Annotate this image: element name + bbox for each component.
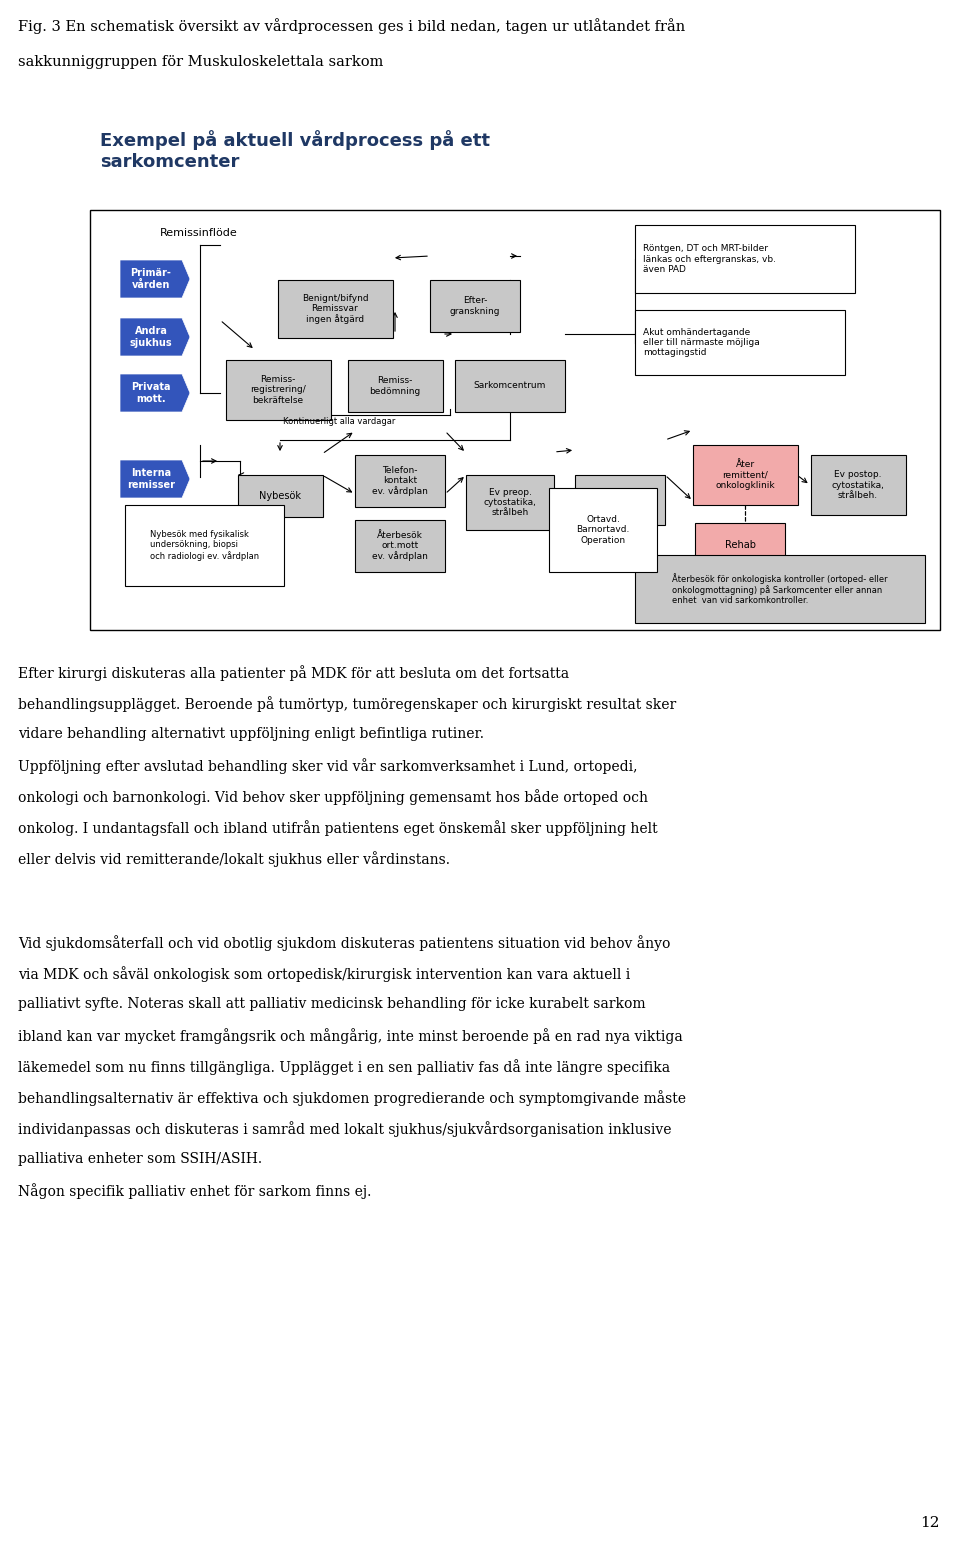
Text: 12: 12 bbox=[921, 1517, 940, 1531]
Text: palliativa enheter som SSIH/ASIH.: palliativa enheter som SSIH/ASIH. bbox=[18, 1153, 262, 1167]
Bar bbox=[348, 360, 443, 412]
Bar bbox=[635, 225, 855, 293]
Text: Efter-
granskning: Efter- granskning bbox=[449, 296, 500, 316]
Bar bbox=[810, 455, 905, 515]
Text: Återbesök
ort.mott
ev. vårdplan: Återbesök ort.mott ev. vårdplan bbox=[372, 531, 428, 562]
Text: Akut omhändertagande
eller till närmaste möjliga
mottagingstid: Akut omhändertagande eller till närmaste… bbox=[643, 327, 759, 358]
Polygon shape bbox=[120, 318, 190, 356]
Text: Återbesök för onkologiska kontroller (ortoped- eller
onkologmottagning) på Sarko: Återbesök för onkologiska kontroller (or… bbox=[672, 572, 888, 605]
Text: onkolog. I undantagsfall och ibland utifrån patientens eget önskemål sker uppföl: onkolog. I undantagsfall och ibland utif… bbox=[18, 819, 658, 836]
Text: Telefon-
kontakt
ev. vårdplan: Telefon- kontakt ev. vårdplan bbox=[372, 466, 428, 497]
Bar bbox=[277, 279, 393, 338]
Text: Efter kirurgi diskuteras alla patienter på MDK för att besluta om det fortsatta: Efter kirurgi diskuteras alla patienter … bbox=[18, 665, 569, 680]
Bar bbox=[355, 520, 445, 572]
Bar bbox=[466, 475, 554, 529]
Text: Uppföljning efter avslutad behandling sker vid vår sarkomverksamhet i Lund, orto: Uppföljning efter avslutad behandling sk… bbox=[18, 758, 637, 775]
Text: Rehab: Rehab bbox=[725, 540, 756, 551]
Text: eller delvis vid remitterande/lokalt sjukhus eller vårdinstans.: eller delvis vid remitterande/lokalt sju… bbox=[18, 852, 450, 867]
Bar bbox=[692, 444, 798, 505]
Text: Inläggning
för operation: Inläggning för operation bbox=[590, 491, 650, 509]
Text: Remissinflöde: Remissinflöde bbox=[160, 228, 238, 238]
Bar bbox=[226, 360, 330, 420]
Text: behandlingsupplägget. Beroende på tumörtyp, tumöregenskaper och kirurgiskt resul: behandlingsupplägget. Beroende på tumört… bbox=[18, 696, 676, 711]
Text: Nybesök: Nybesök bbox=[259, 491, 301, 501]
Text: onkologi och barnonkologi. Vid behov sker uppföljning gemensamt hos både ortoped: onkologi och barnonkologi. Vid behov ske… bbox=[18, 788, 648, 805]
Bar bbox=[695, 523, 785, 568]
Text: Vid sjukdomsåterfall och vid obotlig sjukdom diskuteras patientens situation vid: Vid sjukdomsåterfall och vid obotlig sju… bbox=[18, 935, 670, 950]
Polygon shape bbox=[120, 460, 190, 498]
Bar bbox=[575, 475, 665, 525]
Text: Någon specifik palliativ enhet för sarkom finns ej.: Någon specifik palliativ enhet för sarko… bbox=[18, 1183, 372, 1199]
Text: Andra
sjukhus: Andra sjukhus bbox=[130, 326, 172, 347]
Text: Benignt/bifynd
Remissvar
ingen åtgärd: Benignt/bifynd Remissvar ingen åtgärd bbox=[301, 293, 369, 324]
Bar bbox=[237, 475, 323, 517]
Text: Interna
remisser: Interna remisser bbox=[127, 468, 175, 489]
Bar bbox=[430, 279, 520, 332]
Text: palliativt syfte. Noteras skall att palliativ medicinsk behandling för icke kura: palliativt syfte. Noteras skall att pall… bbox=[18, 997, 646, 1011]
Text: Ev preop.
cytostatika,
strålbeh: Ev preop. cytostatika, strålbeh bbox=[484, 488, 537, 517]
Text: via MDK och såväl onkologisk som ortopedisk/kirurgisk intervention kan vara aktu: via MDK och såväl onkologisk som ortoped… bbox=[18, 966, 631, 981]
Bar bbox=[355, 455, 445, 508]
Bar bbox=[455, 360, 565, 412]
Text: Exempel på aktuell vårdprocess på ett
sarkomcenter: Exempel på aktuell vårdprocess på ett sa… bbox=[100, 130, 490, 171]
Bar bbox=[635, 555, 925, 623]
Text: Åter
remittent/
onkologklinik: Åter remittent/ onkologklinik bbox=[715, 460, 775, 489]
Text: Röntgen, DT och MRT-bilder
länkas och eftergranskas, vb.
även PAD: Röntgen, DT och MRT-bilder länkas och ef… bbox=[643, 244, 776, 275]
Text: Remiss-
registrering/
bekräftelse: Remiss- registrering/ bekräftelse bbox=[251, 375, 306, 404]
Bar bbox=[635, 310, 845, 375]
Bar bbox=[90, 210, 940, 630]
Text: Ortavd.
Barnortavd.
Operation: Ortavd. Barnortavd. Operation bbox=[576, 515, 630, 545]
Text: ibland kan var mycket framgångsrik och mångårig, inte minst beroende på en rad n: ibland kan var mycket framgångsrik och m… bbox=[18, 1028, 683, 1045]
Text: vidare behandling alternativt uppföljning enligt befintliga rutiner.: vidare behandling alternativt uppföljnin… bbox=[18, 727, 484, 741]
Text: individanpassas och diskuteras i samråd med lokalt sjukhus/sjukvårdsorganisation: individanpassas och diskuteras i samråd … bbox=[18, 1122, 671, 1137]
Polygon shape bbox=[120, 261, 190, 298]
Text: Remiss-
bedömning: Remiss- bedömning bbox=[370, 376, 420, 395]
Text: Sarkomcentrum: Sarkomcentrum bbox=[474, 381, 546, 390]
Text: Kontinuerligt alla vardagar: Kontinuerligt alla vardagar bbox=[283, 417, 396, 426]
Text: Ev postop.
cytostatika,
strålbeh.: Ev postop. cytostatika, strålbeh. bbox=[831, 471, 884, 500]
Text: Privata
mott.: Privata mott. bbox=[132, 383, 171, 404]
Polygon shape bbox=[120, 373, 190, 412]
Text: behandlingsalternativ är effektiva och sjukdomen progredierande och symptomgivan: behandlingsalternativ är effektiva och s… bbox=[18, 1089, 686, 1106]
Text: Primär-
vården: Primär- vården bbox=[131, 268, 172, 290]
Text: Fig. 3 En schematisk översikt av vårdprocessen ges i bild nedan, tagen ur utlåta: Fig. 3 En schematisk översikt av vårdpro… bbox=[18, 19, 685, 34]
Text: sakkunniggruppen för Muskuloskelettala sarkom: sakkunniggruppen för Muskuloskelettala s… bbox=[18, 56, 383, 69]
Text: läkemedel som nu finns tillgängliga. Upplägget i en sen palliativ fas då inte lä: läkemedel som nu finns tillgängliga. Upp… bbox=[18, 1058, 670, 1075]
Text: Nybesök med fysikalisk
undersökning, biopsi
och radiologi ev. vårdplan: Nybesök med fysikalisk undersökning, bio… bbox=[150, 529, 259, 560]
